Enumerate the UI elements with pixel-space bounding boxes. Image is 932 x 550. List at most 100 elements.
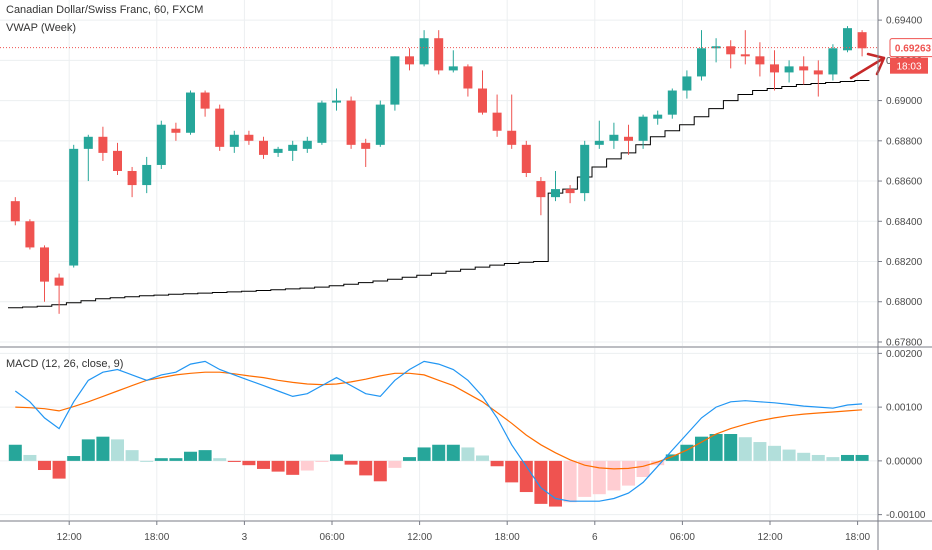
- histogram-bar: [855, 454, 869, 461]
- histogram-bar: [578, 460, 592, 497]
- candle: [186, 90, 195, 135]
- histogram-bar: [81, 439, 95, 461]
- candle-body: [755, 56, 765, 65]
- candle: [638, 114, 648, 149]
- candle: [857, 30, 867, 57]
- histogram-bar: [286, 460, 300, 475]
- histogram-bar: [768, 445, 781, 461]
- candle-body: [638, 116, 648, 141]
- candle-body: [244, 134, 254, 141]
- candle: [565, 185, 575, 204]
- candle-body: [624, 136, 633, 141]
- candle: [317, 100, 327, 145]
- candle-body: [25, 221, 35, 248]
- candle-body: [682, 76, 692, 91]
- candle-body: [390, 56, 400, 105]
- candle-body: [551, 189, 560, 198]
- vwap-line: [8, 80, 870, 309]
- candle: [69, 144, 79, 268]
- candle: [40, 245, 49, 302]
- candle: [521, 140, 531, 178]
- histogram-bar: [359, 460, 373, 476]
- histogram-bar: [651, 460, 665, 466]
- price-tick-label: 0.68600: [886, 177, 923, 188]
- histogram-bar: [315, 460, 329, 462]
- histogram-bar: [549, 460, 562, 507]
- candle-body: [375, 104, 385, 145]
- histogram-bar: [330, 454, 343, 461]
- candle: [361, 138, 371, 167]
- candle-body: [332, 100, 341, 103]
- histogram-bar: [592, 460, 606, 495]
- macd-indicator-label[interactable]: MACD (12, 26, close, 9): [6, 358, 124, 370]
- time-tick-label: 18:00: [144, 532, 169, 543]
- candle: [843, 26, 852, 53]
- candle-body: [448, 66, 458, 71]
- candle: [390, 56, 400, 111]
- histogram-bar: [213, 458, 227, 461]
- candle: [448, 50, 458, 73]
- histogram-bar: [417, 447, 431, 461]
- candle-body: [434, 38, 444, 71]
- candle-body: [536, 181, 546, 198]
- histogram-bar: [461, 447, 475, 461]
- last-price-label: 0.69263: [895, 44, 932, 55]
- histogram-bar: [797, 452, 811, 461]
- last-price-box: [889, 38, 932, 58]
- macd-tick-label: 0.00200: [886, 349, 923, 360]
- candle: [726, 40, 736, 69]
- histogram-bar: [665, 454, 679, 461]
- candles: [10, 26, 867, 314]
- histogram-bar: [96, 436, 110, 461]
- candle-body: [565, 189, 575, 194]
- macd-axis[interactable]: 0.00200 0.00100 0.00000 -0.00100: [878, 349, 926, 521]
- candle: [127, 166, 137, 198]
- macd-tick-label: -0.00100: [886, 510, 926, 521]
- candle-body: [361, 142, 371, 149]
- histogram-bar: [140, 460, 154, 462]
- candle: [463, 64, 473, 97]
- candle: [594, 120, 604, 149]
- candle-body: [594, 140, 604, 145]
- candle: [580, 140, 590, 202]
- signal-line: [15, 371, 863, 470]
- candle: [113, 142, 122, 176]
- candle-body: [54, 277, 64, 286]
- candle-body: [799, 66, 809, 71]
- candle-body: [857, 32, 867, 49]
- histogram-bar: [695, 436, 708, 461]
- candle-body: [98, 136, 108, 153]
- candle: [784, 60, 794, 83]
- chart-title: Canadian Dollar/Swiss Franc, 60, FXCM: [6, 4, 204, 16]
- histogram-bar: [154, 458, 168, 461]
- vwap-path: [8, 80, 870, 309]
- candle: [346, 96, 356, 149]
- candle: [492, 94, 502, 137]
- histogram-bar: [607, 460, 621, 491]
- candle-body: [317, 102, 327, 143]
- histogram-bar: [67, 456, 81, 461]
- candle-body: [142, 164, 152, 186]
- countdown-box: [890, 57, 928, 74]
- candle-body: [215, 108, 225, 147]
- candle-body: [784, 66, 794, 73]
- last-price-marker: 0.69263 18:03: [0, 38, 932, 74]
- candle: [434, 30, 444, 75]
- histogram-bar: [476, 455, 489, 461]
- histogram-bar: [373, 460, 387, 482]
- time-tick-label: 6: [592, 532, 598, 543]
- price-tick-label: 0.68800: [886, 136, 923, 147]
- macd-tick-label: 0.00100: [886, 403, 923, 414]
- candle: [624, 124, 633, 155]
- time-axis[interactable]: 12:00 18:00 3 06:00 12:00 18:00 6 06:00 12:00 18:…: [57, 521, 871, 543]
- macd-histogram: [8, 434, 869, 507]
- vwap-indicator-label[interactable]: VWAP (Week): [6, 22, 77, 34]
- candle-body: [813, 70, 823, 75]
- candle-body: [419, 38, 429, 65]
- candle: [419, 30, 429, 67]
- price-tick-label: 0.68000: [886, 297, 923, 308]
- histogram-bar: [8, 444, 22, 461]
- candle: [259, 136, 268, 159]
- candle-body: [273, 148, 283, 153]
